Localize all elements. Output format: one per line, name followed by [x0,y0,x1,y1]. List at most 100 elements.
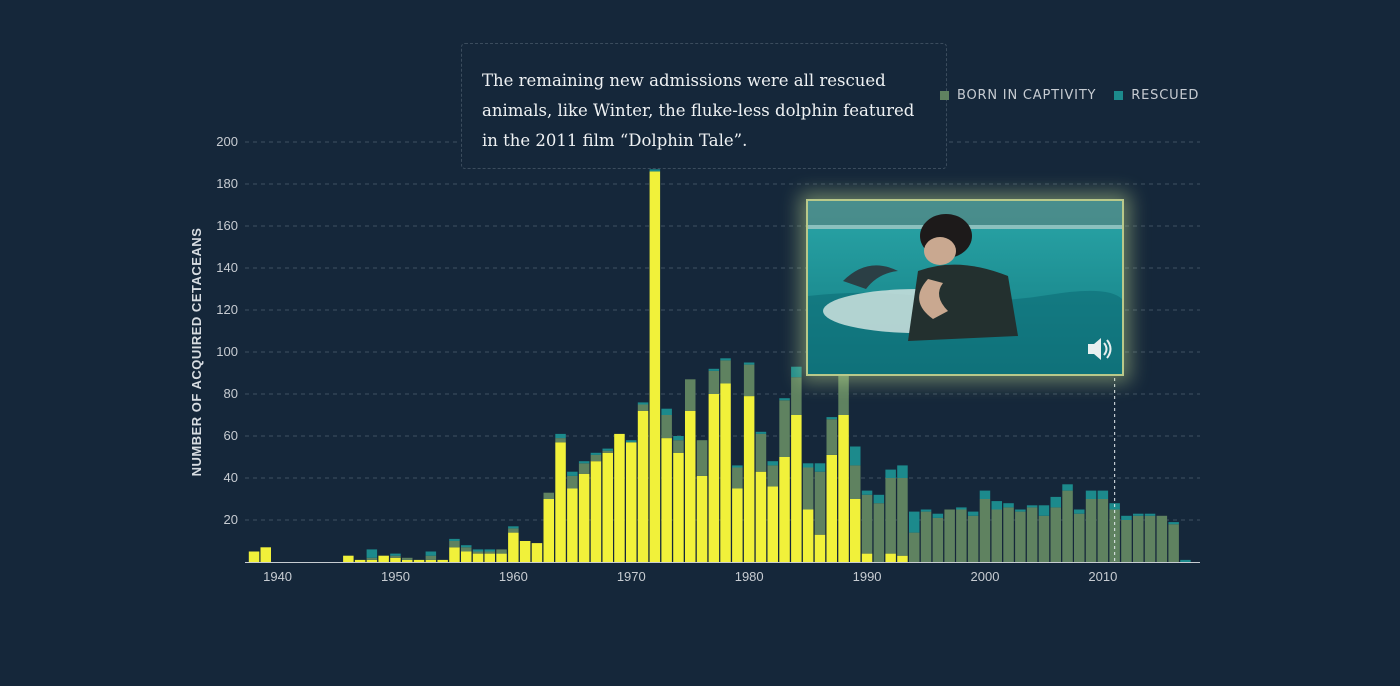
bar-rescued-2013 [1133,513,1144,516]
bar-rescued-1995 [920,509,932,512]
bar-captivity-1959 [496,549,507,554]
bar-rescued-1998 [956,507,967,510]
y-axis-label: NUMBER OF ACQUIRED CETACEANS [189,228,204,477]
bar-captivity-2007 [1062,490,1073,562]
bar-captivity-1979 [732,467,743,489]
bar-wild-1971 [637,410,649,562]
bar-captivity-1964 [555,438,566,443]
bar-wild-1949 [378,555,389,562]
bar-wild-1939 [260,547,271,562]
bar-wild-1954 [437,559,448,562]
y-tick-label: 140 [216,260,238,275]
bar-captivity-1980 [743,364,755,397]
bar-captivity-2010 [1097,499,1109,562]
bar-captivity-1989 [850,465,861,499]
bar-rescued-2017 [1180,559,1191,562]
bar-wild-1938 [248,551,260,562]
bar-rescued-1953 [425,551,437,556]
bar-wild-1967 [590,461,602,562]
bar-wild-1984 [791,415,802,562]
x-tick-label: 1990 [853,569,882,584]
bar-captivity-2001 [991,509,1002,562]
bar-rescued-1991 [873,494,885,504]
bar-wild-1990 [861,553,873,562]
legend: BORN IN CAPTIVITY RESCUED [940,88,1209,103]
bars [248,169,1191,562]
bar-wild-1968 [602,452,613,562]
bar-wild-1972 [649,171,661,562]
bar-captivity-1960 [508,528,519,533]
x-tick-label: 2010 [1088,569,1117,584]
bar-rescued-1964 [555,433,566,439]
bar-captivity-2003 [1015,511,1026,562]
bar-wild-1957 [472,553,484,562]
bar-captivity-1974 [673,440,684,453]
legend-swatch-rescued [1114,91,1124,100]
bar-captivity-1958 [484,551,495,554]
bar-captivity-2009 [1085,499,1097,562]
bar-wild-1979 [732,488,743,562]
bar-wild-1986 [814,534,826,562]
bar-rescued-1950 [390,553,401,556]
bar-captivity-2015 [1156,515,1168,562]
bar-rescued-1982 [767,461,778,466]
bar-rescued-1967 [590,452,602,455]
axes: 20 40 60 80 100 120 140 160 180 200 1940 1950 1960 19… [216,134,1200,584]
bar-wild-1970 [626,442,637,562]
bar-captivity-2008 [1074,513,1085,562]
bar-captivity-1994 [909,532,920,562]
bar-rescued-1999 [967,511,979,516]
bar-wild-1993 [897,555,908,562]
bar-rescued-1993 [897,465,908,478]
bar-wild-1950 [390,557,401,562]
bar-wild-1960 [508,532,519,562]
bar-wild-1959 [496,553,507,562]
bar-rescued-1977 [708,368,720,371]
bar-captivity-1963 [543,492,554,499]
bar-rescued-1957 [472,549,484,552]
bar-captivity-1966 [578,463,590,474]
bar-captivity-1990 [861,494,873,554]
bar-captivity-1984 [791,377,802,415]
x-tick-label: 2000 [971,569,1000,584]
x-tick-label: 1950 [381,569,410,584]
bar-captivity-1988 [838,375,849,415]
y-tick-label: 180 [216,176,238,191]
bar-wild-1982 [767,486,778,562]
bar-rescued-2002 [1003,503,1014,508]
bar-captivity-1998 [956,509,967,562]
bar-rescued-2014 [1144,513,1156,516]
bar-captivity-1971 [637,404,649,411]
y-tick-label: 120 [216,302,238,317]
bar-rescued-1971 [637,402,649,405]
bar-wild-1946 [343,555,354,562]
bar-wild-1956 [461,551,472,562]
bar-rescued-2016 [1168,522,1179,525]
bar-rescued-1992 [885,469,896,478]
bar-captivity-1953 [425,555,437,560]
bar-rescued-1965 [567,471,578,476]
bar-wild-1953 [425,559,437,562]
bar-captivity-1993 [897,478,908,556]
bar-rescued-1996 [932,513,944,518]
speaker-icon[interactable] [1088,338,1112,360]
video-frame [808,201,1122,374]
bar-captivity-2002 [1003,507,1014,562]
bar-captivity-1992 [885,478,896,554]
bar-rescued-2012 [1121,515,1132,520]
bar-wild-1955 [449,547,460,562]
x-tick-label: 1980 [735,569,764,584]
bar-captivity-1956 [461,547,472,552]
video-player[interactable] [806,199,1124,376]
bar-wild-1992 [885,553,896,562]
bar-captivity-2012 [1121,520,1132,562]
bar-wild-1948 [366,559,378,562]
annotation-text: The remaining new admissions were all re… [482,71,915,150]
bar-rescued-1955 [449,538,460,541]
y-tick-label: 60 [224,428,238,443]
bar-captivity-2006 [1050,507,1061,562]
bar-rescued-1990 [861,490,873,495]
bar-captivity-1948 [366,557,378,560]
bar-rescued-1956 [461,545,472,548]
